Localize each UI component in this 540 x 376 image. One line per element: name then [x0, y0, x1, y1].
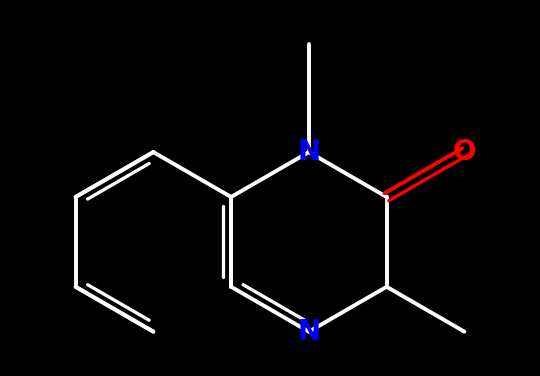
Text: O: O	[453, 138, 476, 166]
Text: N: N	[298, 138, 320, 166]
Text: N: N	[298, 318, 320, 346]
